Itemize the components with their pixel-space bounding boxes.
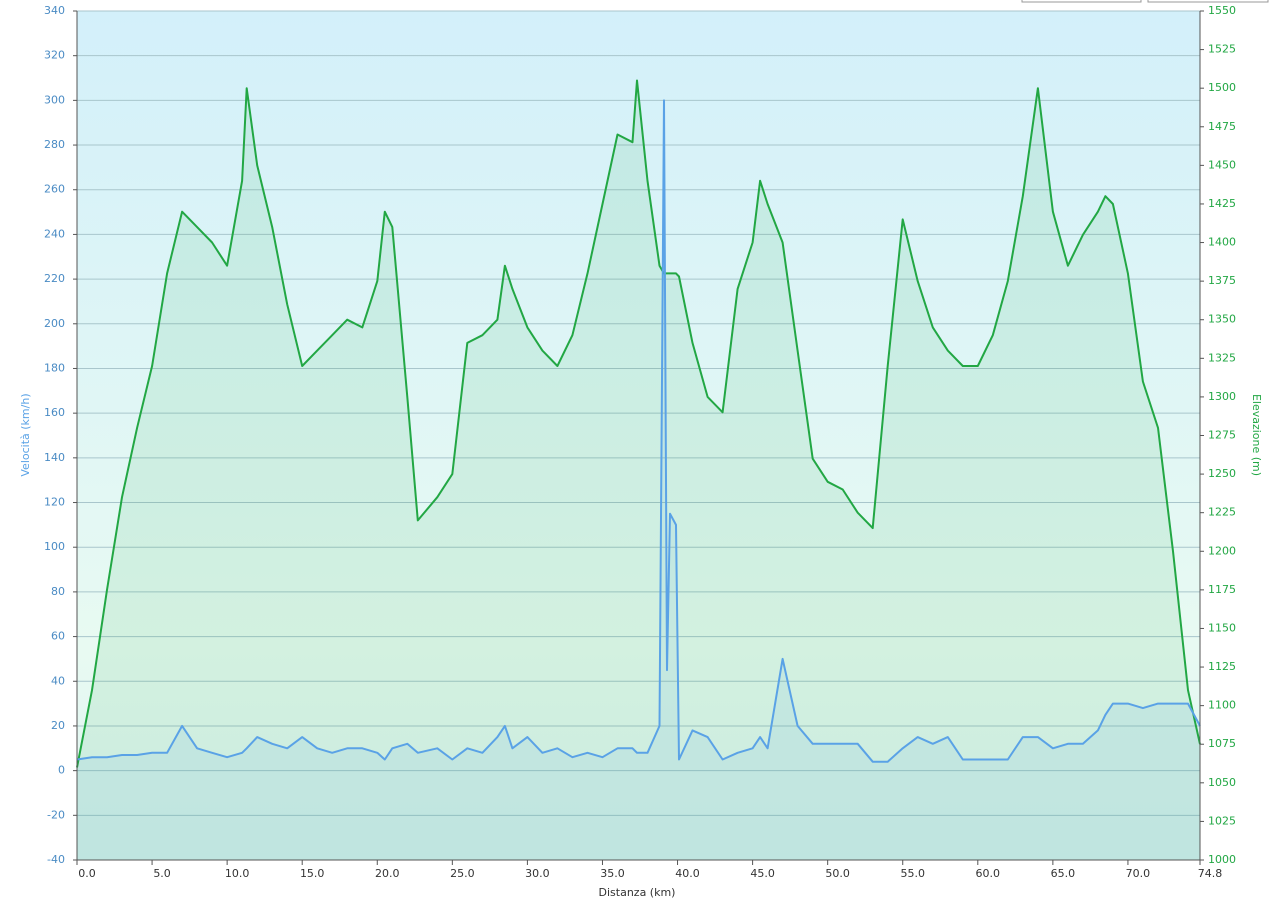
y-axis-label: Velocità (km/h) bbox=[19, 393, 32, 476]
y-tick-label: 180 bbox=[44, 361, 65, 374]
y-tick-label: 140 bbox=[44, 451, 65, 464]
x-tick-label: 45.0 bbox=[750, 867, 775, 880]
y2-tick-label: 1500 bbox=[1208, 81, 1236, 94]
x-tick-label: 0.0 bbox=[78, 867, 96, 880]
y-tick-label: 240 bbox=[44, 227, 65, 240]
y2-tick-label: 1325 bbox=[1208, 351, 1236, 364]
y-tick-label: 60 bbox=[51, 630, 65, 643]
y-tick-label: 280 bbox=[44, 138, 65, 151]
y2-tick-label: 1050 bbox=[1208, 776, 1236, 789]
x-tick-label: 40.0 bbox=[675, 867, 700, 880]
x-tick-label: 35.0 bbox=[600, 867, 625, 880]
x-tick-label: 15.0 bbox=[300, 867, 325, 880]
y-tick-label: -20 bbox=[47, 808, 65, 821]
y2-tick-label: 1400 bbox=[1208, 236, 1236, 249]
y2-tick-label: 1200 bbox=[1208, 544, 1236, 557]
y-tick-label: -40 bbox=[47, 853, 65, 866]
x-tick-label: 5.0 bbox=[153, 867, 171, 880]
y-tick-label: 0 bbox=[58, 764, 65, 777]
y-tick-label: 80 bbox=[51, 585, 65, 598]
x-tick-label: 55.0 bbox=[900, 867, 925, 880]
y2-tick-label: 1550 bbox=[1208, 4, 1236, 17]
y2-tick-label: 1125 bbox=[1208, 660, 1236, 673]
y2-tick-label: 1350 bbox=[1208, 313, 1236, 326]
area bbox=[77, 80, 1200, 860]
x-tick-label: 60.0 bbox=[976, 867, 1001, 880]
y-tick-label: 220 bbox=[44, 272, 65, 285]
y2-tick-label: 1525 bbox=[1208, 43, 1236, 56]
x-tick-label: 25.0 bbox=[450, 867, 475, 880]
y2-tick-label: 1450 bbox=[1208, 158, 1236, 171]
x-tick-label: 10.0 bbox=[225, 867, 250, 880]
y2-tick-label: 1475 bbox=[1208, 120, 1236, 133]
y2-tick-label: 1225 bbox=[1208, 506, 1236, 519]
button[interactable] bbox=[1147, 0, 1269, 3]
y-tick-label: 320 bbox=[44, 49, 65, 62]
y2-tick-label: 1175 bbox=[1208, 583, 1236, 596]
x-tick-label: 74.8 bbox=[1198, 867, 1223, 880]
y-tick-label: 300 bbox=[44, 93, 65, 106]
x-tick-label: 70.0 bbox=[1126, 867, 1151, 880]
x-tick-label: 65.0 bbox=[1051, 867, 1076, 880]
series-line bbox=[76, 99, 1201, 763]
y2-tick-label: 1375 bbox=[1208, 274, 1236, 287]
y-tick-label: 200 bbox=[44, 317, 65, 330]
y-tick-label: 160 bbox=[44, 406, 65, 419]
x-tick-label: 30.0 bbox=[525, 867, 550, 880]
y-tick-label: 100 bbox=[44, 540, 65, 553]
button[interactable] bbox=[1021, 0, 1142, 3]
x-tick-label: 50.0 bbox=[825, 867, 850, 880]
y2-tick-label: 1425 bbox=[1208, 197, 1236, 210]
y2-axis-label: Elevazione (m) bbox=[1250, 394, 1263, 476]
y-tick-label: 20 bbox=[51, 719, 65, 732]
y2-tick-label: 1075 bbox=[1208, 737, 1236, 750]
y2-tick-label: 1250 bbox=[1208, 467, 1236, 480]
y-tick-label: 120 bbox=[44, 496, 65, 509]
plot-background bbox=[77, 11, 1200, 860]
y2-tick-label: 1300 bbox=[1208, 390, 1236, 403]
area bbox=[77, 100, 1200, 860]
series-line bbox=[76, 79, 1201, 768]
y2-tick-label: 1000 bbox=[1208, 853, 1236, 866]
y2-tick-label: 1150 bbox=[1208, 621, 1236, 634]
y-tick-label: 340 bbox=[44, 4, 65, 17]
x-axis-label: Distanza (km) bbox=[599, 886, 676, 899]
y-tick-label: 40 bbox=[51, 674, 65, 687]
y2-tick-label: 1275 bbox=[1208, 429, 1236, 442]
y-tick-label: 260 bbox=[44, 183, 65, 196]
y2-tick-label: 1025 bbox=[1208, 814, 1236, 827]
y2-tick-label: 1100 bbox=[1208, 699, 1236, 712]
x-tick-label: 20.0 bbox=[375, 867, 400, 880]
